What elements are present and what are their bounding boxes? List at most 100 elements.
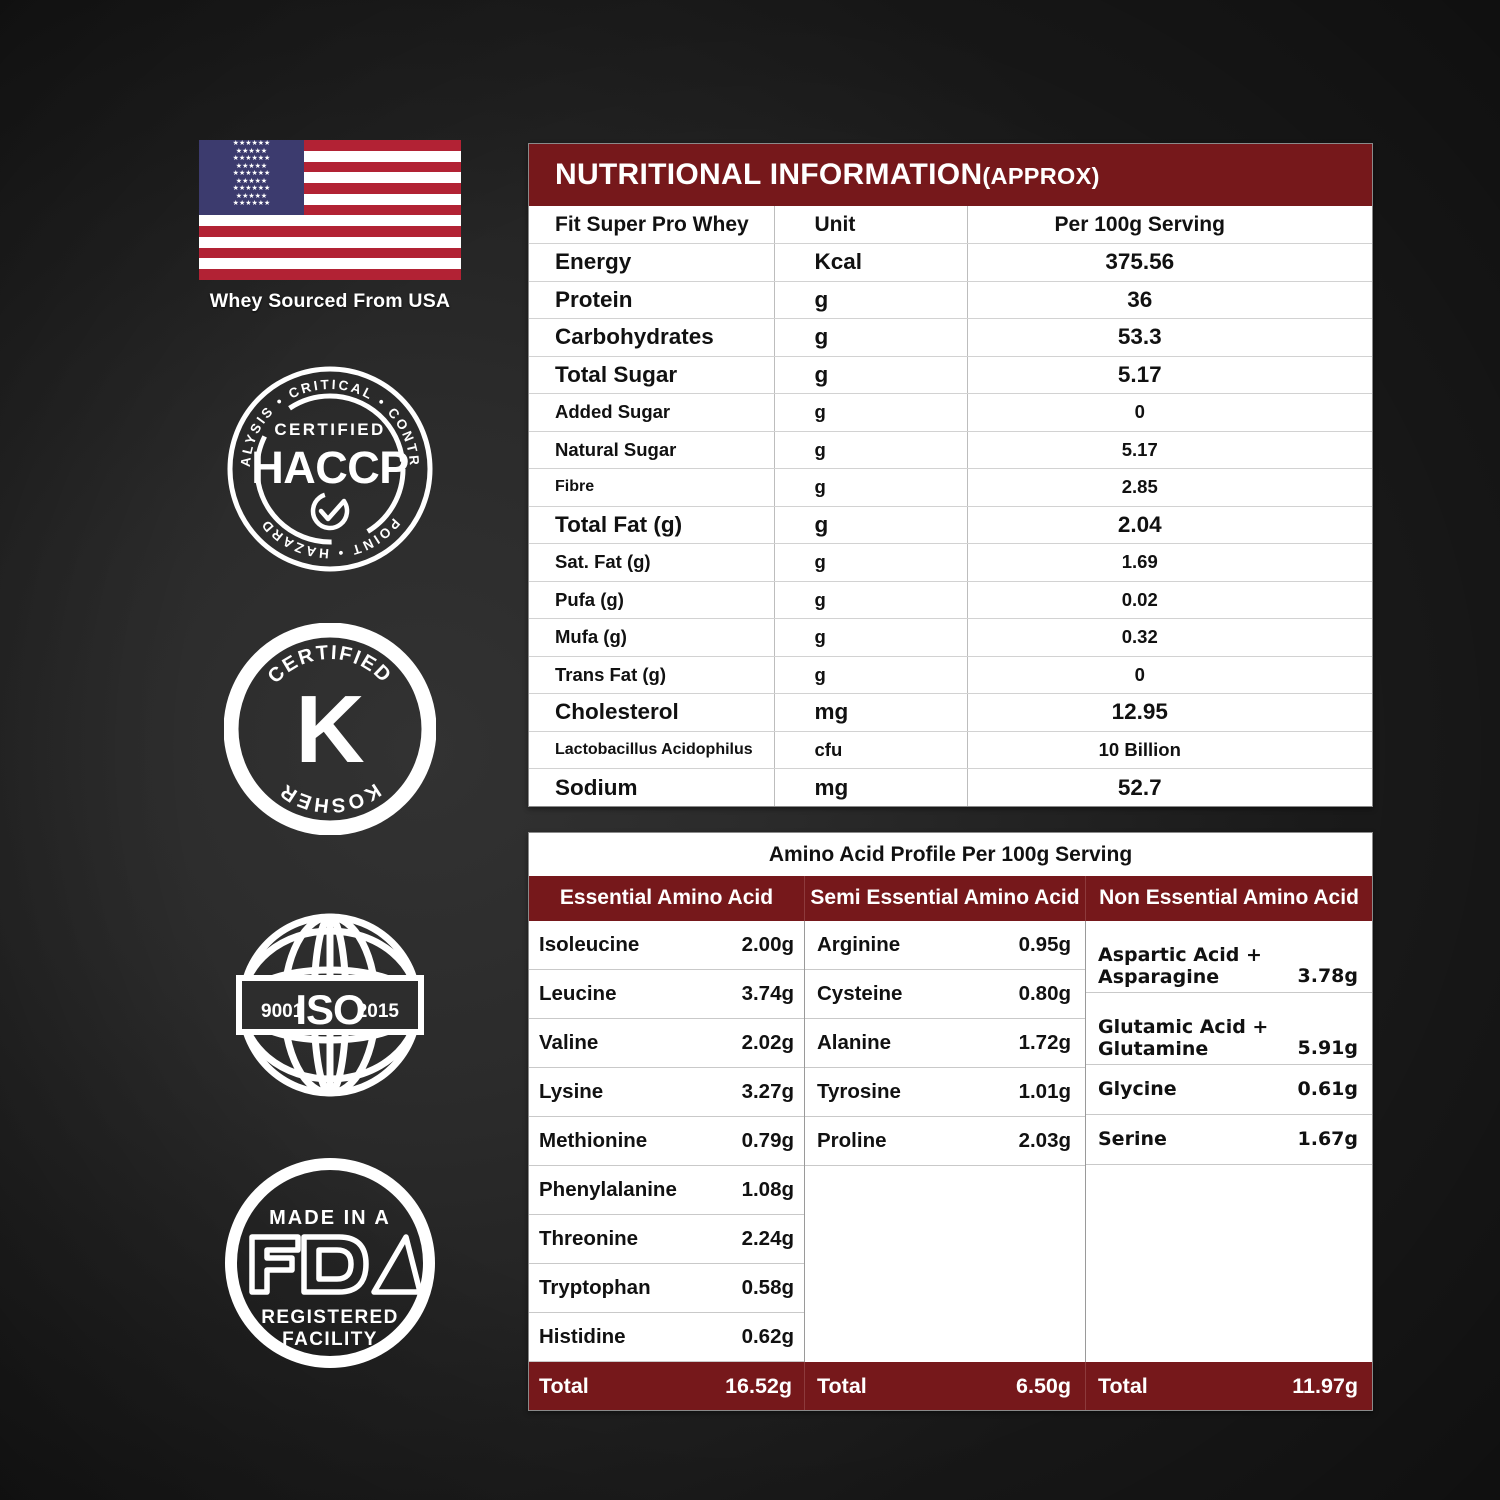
flag-stripes bbox=[199, 140, 461, 280]
amino-acid-name: Serine bbox=[1098, 1127, 1167, 1150]
amino-acid-value: 2.24g bbox=[741, 1227, 794, 1250]
nutrition-row: Sodium mg 52.7 bbox=[529, 768, 1372, 806]
amino-acid-value: 2.00g bbox=[741, 933, 794, 956]
amino-acid-total-row: Total 16.52g Total 6.50g Total 11.97g bbox=[529, 1362, 1372, 1410]
usa-flag-icon: ★★★★★★ ★★★★★ ★★★★★★ ★★★★★ ★★★★★★ ★★★★★ ★… bbox=[199, 140, 461, 280]
total-essential: Total 16.52g bbox=[529, 1362, 805, 1410]
svg-text:9001: 9001 bbox=[261, 1001, 304, 1022]
svg-text:REGISTERED: REGISTERED bbox=[261, 1307, 399, 1328]
amino-acid-value: 5.91g bbox=[1297, 1037, 1358, 1059]
amino-acid-name: Alanine bbox=[817, 1031, 892, 1054]
amino-acid-value: 0.61g bbox=[1297, 1078, 1358, 1100]
amino-acid-name: Proline bbox=[817, 1129, 887, 1152]
nutrient-value: 1.69 bbox=[967, 543, 1372, 582]
nutrition-row: Cholesterol mg 12.95 bbox=[529, 693, 1372, 732]
nutritional-information-card: NUTRITIONAL INFORMATION(APPROX) Fit Supe… bbox=[528, 143, 1373, 807]
amino-header-semi-essential: Semi Essential Amino Acid bbox=[805, 876, 1086, 921]
amino-acid-row: Proline 2.03g bbox=[805, 1117, 1085, 1166]
amino-acid-value: 3.27g bbox=[741, 1080, 794, 1103]
amino-column-semi-essential: Arginine 0.95g Cysteine 0.80g Alanine 1.72g Ty… bbox=[805, 921, 1086, 1362]
nutrient-name: Total Fat (g) bbox=[529, 506, 775, 544]
nutritional-information-approx: (APPROX) bbox=[982, 163, 1100, 189]
amino-acid-value: 2.02g bbox=[741, 1031, 794, 1054]
nutrient-unit: g bbox=[774, 543, 968, 582]
nutrient-unit: mg bbox=[774, 768, 968, 806]
nutrient-unit: g bbox=[774, 581, 968, 619]
amino-header-essential: Essential Amino Acid bbox=[529, 876, 805, 921]
haccp-seal-icon: ANALYSIS • CRITICAL • CONTROL POINT • HA… bbox=[224, 363, 436, 575]
nutrient-value: 0 bbox=[967, 656, 1372, 694]
svg-text:FACILITY: FACILITY bbox=[282, 1329, 378, 1350]
amino-acid-header-row: Essential Amino Acid Semi Essential Amin… bbox=[529, 876, 1372, 921]
nutrient-value: 375.56 bbox=[967, 243, 1372, 282]
nutrition-row: Trans Fat (g) g 0 bbox=[529, 656, 1372, 694]
nutrient-value: 5.17 bbox=[967, 431, 1372, 469]
nutrition-header-row: Fit Super Pro Whey Unit Per 100g Serving bbox=[529, 206, 1372, 244]
amino-acid-row: Alanine 1.72g bbox=[805, 1019, 1085, 1068]
amino-acid-row: Methionine 0.79g bbox=[529, 1117, 804, 1166]
nutrition-row: Added Sugar g 0 bbox=[529, 393, 1372, 432]
nutrient-name: Lactobacillus Acidophilus bbox=[529, 731, 775, 769]
total-non-essential: Total 11.97g bbox=[1086, 1362, 1372, 1410]
nutrition-table: Fit Super Pro Whey Unit Per 100g Serving En… bbox=[529, 206, 1372, 806]
amino-acid-value: 0.58g bbox=[741, 1276, 794, 1299]
amino-acid-title: Amino Acid Profile Per 100g Serving bbox=[529, 833, 1372, 876]
amino-acid-row: Lysine 3.27g bbox=[529, 1068, 804, 1117]
amino-acid-name: Lysine bbox=[539, 1080, 604, 1103]
amino-acid-name: Tyrosine bbox=[817, 1080, 901, 1103]
amino-acid-row: Glutamic Acid + Glutamine 5.91g bbox=[1086, 993, 1372, 1065]
svg-text:MADE IN A: MADE IN A bbox=[269, 1207, 391, 1229]
nutrient-unit: g bbox=[774, 281, 968, 319]
svg-text:ISO: ISO bbox=[295, 986, 364, 1033]
svg-text:KOSHER: KOSHER bbox=[275, 779, 384, 817]
nutrient-value: 10 Billion bbox=[967, 731, 1372, 769]
nutrition-row: Fibre g 2.85 bbox=[529, 468, 1372, 507]
total-semi-essential: Total 6.50g bbox=[805, 1362, 1086, 1410]
nutrition-row: Pufa (g) g 0.02 bbox=[529, 581, 1372, 619]
whey-source-caption: Whey Sourced From USA bbox=[209, 290, 451, 312]
nutrient-unit: g bbox=[774, 468, 968, 507]
amino-acid-value: 0.80g bbox=[1018, 982, 1071, 1005]
amino-acid-name: Glycine bbox=[1098, 1077, 1177, 1100]
nutrient-name: Natural Sugar bbox=[529, 431, 775, 469]
amino-acid-name: Threonine bbox=[539, 1227, 639, 1250]
amino-acid-value: 2.03g bbox=[1018, 1129, 1071, 1152]
fda-registered-seal-icon: MADE IN A REGISTERED FACILITY bbox=[224, 1157, 436, 1369]
amino-acid-row: Serine 1.67g bbox=[1086, 1115, 1372, 1165]
amino-acid-row: Isoleucine 2.00g bbox=[529, 921, 804, 970]
amino-acid-row: Tyrosine 1.01g bbox=[805, 1068, 1085, 1117]
amino-acid-name: Isoleucine bbox=[539, 933, 640, 956]
amino-acid-name: Valine bbox=[539, 1031, 599, 1054]
nutrient-unit: g bbox=[774, 618, 968, 657]
amino-acid-value: 1.08g bbox=[741, 1178, 794, 1201]
nutrient-value: 0.32 bbox=[967, 618, 1372, 657]
total-label-semi-essential: Total bbox=[817, 1373, 867, 1398]
amino-acid-name: Glutamic Acid + Glutamine bbox=[1098, 1016, 1269, 1060]
amino-acid-row: Histidine 0.62g bbox=[529, 1313, 804, 1362]
amino-acid-value: 3.74g bbox=[741, 982, 794, 1005]
whey-source-badge: ★★★★★★ ★★★★★ ★★★★★★ ★★★★★ ★★★★★★ ★★★★★ ★… bbox=[196, 140, 464, 313]
certification-badges: ★★★★★★ ★★★★★ ★★★★★★ ★★★★★ ★★★★★★ ★★★★★ ★… bbox=[150, 140, 510, 1369]
nutrient-unit: g bbox=[774, 356, 968, 394]
nutrient-value: 36 bbox=[967, 281, 1372, 319]
nutrient-unit: cfu bbox=[774, 731, 968, 769]
nutrient-value: 2.04 bbox=[967, 506, 1372, 544]
total-value-semi-essential: 6.50g bbox=[1016, 1373, 1071, 1398]
nutrient-value: 0.02 bbox=[967, 581, 1372, 619]
svg-text:2015: 2015 bbox=[357, 1001, 400, 1022]
amino-acid-row: Tryptophan 0.58g bbox=[529, 1264, 804, 1313]
amino-acid-row: Threonine 2.24g bbox=[529, 1215, 804, 1264]
nutrition-row: Total Sugar g 5.17 bbox=[529, 356, 1372, 394]
kosher-seal-icon: CERTIFIED KOSHER K bbox=[224, 623, 436, 835]
nutrient-value: 2.85 bbox=[967, 468, 1372, 507]
nutrient-name: Mufa (g) bbox=[529, 618, 775, 657]
nutrient-unit: g bbox=[774, 506, 968, 544]
nutrition-row: Protein g 36 bbox=[529, 281, 1372, 319]
amino-acid-body: Isoleucine 2.00g Leucine 3.74g Valine 2.02g Ly… bbox=[529, 921, 1372, 1362]
amino-acid-name: Aspartic Acid + Asparagine bbox=[1098, 944, 1262, 988]
amino-column-non-essential: Aspartic Acid + Asparagine 3.78g Glutamic A… bbox=[1086, 921, 1372, 1362]
nutrient-value: 52.7 bbox=[1117, 774, 1162, 800]
amino-acid-value: 1.01g bbox=[1018, 1080, 1071, 1103]
nutrition-column-header: Unit bbox=[774, 206, 968, 244]
amino-acid-card: Amino Acid Profile Per 100g Serving Esse… bbox=[528, 832, 1373, 1411]
